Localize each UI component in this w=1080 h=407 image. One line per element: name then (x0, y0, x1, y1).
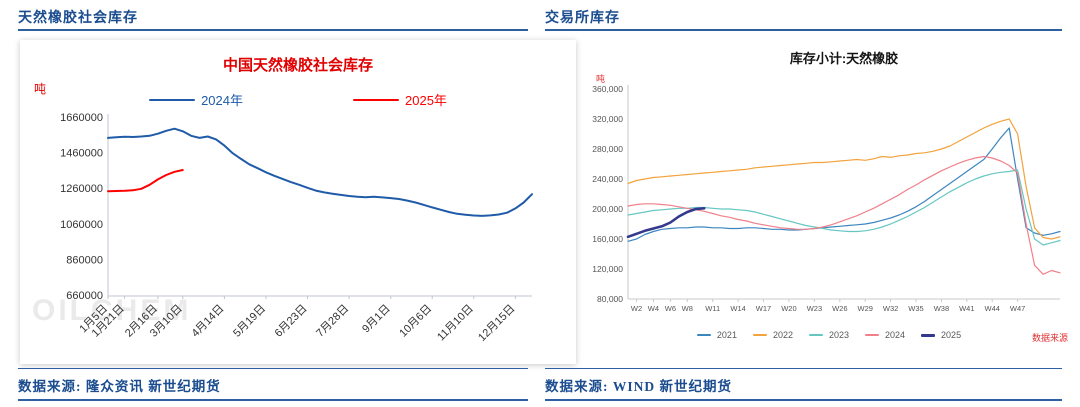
x-tick-label: 4月14日 (189, 303, 226, 340)
x-tick-label: W29 (857, 304, 872, 313)
legend-item-2022: 2022 (752, 330, 793, 340)
right-footer: 数据来源: WIND 新世纪期货 (545, 379, 732, 394)
x-tick-label: W6 (665, 304, 676, 313)
x-tick-label: 12月15日 (476, 303, 517, 344)
right-footer-bottom-rule (545, 399, 1062, 401)
legend-item-2023: 2023 (808, 330, 850, 340)
left-chart-title: 中国天然橡胶社会库存 (222, 57, 373, 74)
x-tick-label: W35 (908, 304, 923, 313)
left-footer-bottom-rule (18, 399, 528, 401)
x-tick-label: W41 (959, 304, 974, 313)
y-tick-label: 320,000 (592, 114, 623, 124)
right-chart-title: 库存小计:天然橡胶 (789, 51, 899, 66)
legend-label: 2022 (772, 330, 793, 340)
series-line-2024 (627, 155, 1061, 275)
legend-item-2024: 2024 (865, 330, 905, 340)
x-tick-label: W11 (705, 304, 720, 313)
left-panel-header: 天然橡胶社会库存 (18, 11, 138, 26)
legend-label: 2025年 (405, 93, 447, 108)
y-tick-label: 240,000 (592, 174, 623, 184)
y-tick-label: 80,000 (597, 294, 623, 304)
x-tick-label: 6月23日 (273, 303, 310, 340)
x-tick-label: W26 (832, 304, 847, 313)
legend-item-2021: 2021 (696, 330, 737, 340)
y-tick-label: 280,000 (592, 144, 623, 154)
x-tick-label: W32 (883, 304, 898, 313)
y-tick-label: 1460000 (60, 148, 103, 160)
y-tick-label: 160,000 (592, 234, 623, 244)
legend-label: 2024 (885, 330, 906, 340)
right-chart-source-note: 数据来源 (1031, 333, 1068, 343)
x-tick-label: 11月10日 (435, 303, 476, 344)
x-tick-label: W47 (1010, 304, 1025, 313)
legend-label: 2023 (828, 330, 850, 340)
legend-line-icon (353, 98, 399, 101)
oilchem-watermark: OILCHEM (32, 294, 192, 327)
y-tick-label: 360,000 (592, 84, 623, 94)
legend-label: 2025 (941, 330, 962, 340)
x-tick-label: W14 (730, 304, 745, 313)
right-chart-legend: 2021 2022 2023 2024 2025 (588, 330, 1070, 340)
y-tick-label: 1060000 (60, 219, 103, 231)
x-tick-label: 7月28日 (314, 303, 351, 340)
x-tick-label: W20 (781, 304, 796, 313)
x-tick-label: 9月1日 (360, 303, 393, 336)
social-inventory-chart-card: 中国天然橡胶社会库存 吨 2024年 2025年 OILCHEM 1660000 1… (20, 40, 576, 364)
y-tick-label: 120,000 (592, 264, 623, 274)
x-tick-label: W4 (648, 304, 659, 313)
series-line-2025年 (107, 169, 184, 193)
x-tick-label: 10月6日 (397, 303, 434, 340)
left-header-rule (18, 29, 528, 31)
x-tick-label: W44 (984, 304, 999, 313)
right-chart-unit-label: 吨 (596, 74, 606, 84)
legend-item-2024年: 2024年 (149, 90, 243, 109)
left-footer-top-rule (18, 368, 528, 369)
x-tick-label: W8 (682, 304, 693, 313)
legend-line-icon (752, 334, 767, 336)
y-tick-label: 660000 (66, 290, 103, 302)
left-chart-unit-label: 吨 (34, 82, 47, 96)
x-tick-label: W2 (631, 304, 642, 313)
legend-line-icon (808, 334, 823, 336)
series-line-2024年 (107, 127, 533, 217)
series-line-2023 (627, 169, 1061, 246)
left-footer: 数据来源: 隆众资讯 新世纪期货 (18, 379, 221, 394)
y-tick-label: 1260000 (60, 183, 103, 195)
social-inventory-chart: 1660000 1460000 1260000 1060000 860000 660000… (60, 112, 533, 344)
legend-label: 2021 (716, 330, 737, 340)
exchange-inventory-chart-card: 库存小计:天然橡胶 吨 360,000 320,000 280,000 240,000… (588, 42, 1070, 358)
legend-item-2025: 2025 (921, 330, 961, 340)
right-header-rule (545, 29, 1062, 31)
y-tick-label: 860000 (66, 254, 103, 266)
legend-line-icon (865, 334, 880, 336)
legend-line-icon (921, 333, 936, 337)
y-tick-label: 1660000 (60, 112, 103, 124)
left-chart-legend: 2024年 2025年 (20, 90, 576, 109)
x-tick-label: W38 (934, 304, 949, 313)
x-tick-label: W17 (756, 304, 771, 313)
exchange-inventory-chart: 360,000 320,000 280,000 240,000 200,000 160,0… (592, 84, 1061, 313)
series-line-2022 (627, 118, 1061, 240)
legend-line-icon (696, 334, 711, 336)
x-tick-label: W23 (807, 304, 822, 313)
series-line-2025 (626, 207, 706, 239)
x-tick-label: 5月19日 (231, 303, 268, 340)
legend-line-icon (149, 98, 196, 101)
y-tick-label: 200,000 (592, 204, 623, 214)
right-footer-top-rule (545, 368, 1062, 369)
legend-item-2025年: 2025年 (353, 90, 447, 109)
legend-label: 2024年 (201, 93, 243, 108)
series-line-2021 (627, 127, 1061, 242)
right-panel-header: 交易所库存 (545, 11, 620, 26)
